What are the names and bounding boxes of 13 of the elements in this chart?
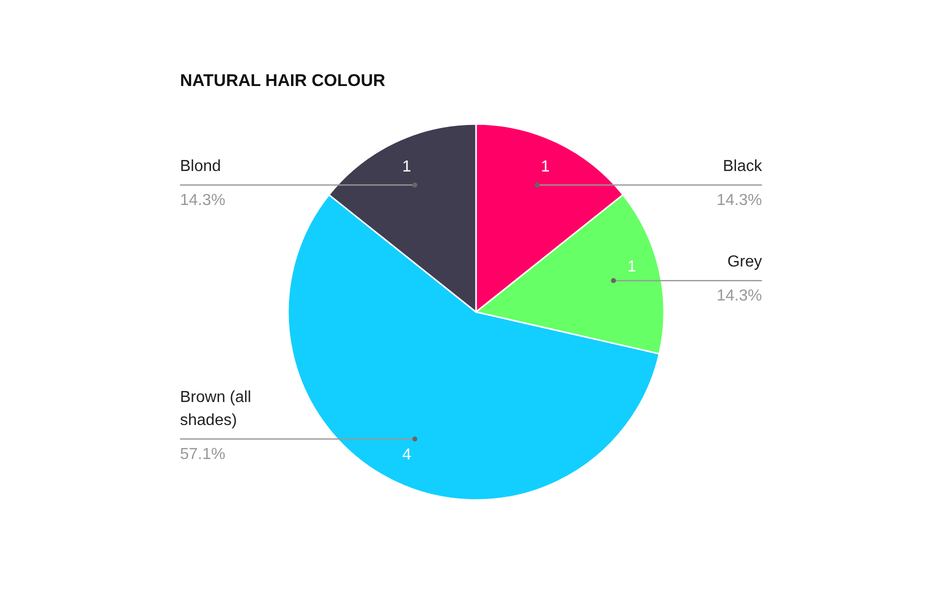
data-label: 1 — [627, 258, 636, 276]
slice-label: Blond — [180, 158, 221, 175]
data-label: 4 — [402, 446, 412, 464]
text: 57.1% — [180, 446, 226, 464]
text: 14.3% — [716, 288, 762, 305]
slice-label: Black — [722, 158, 763, 175]
text: 14.3% — [180, 192, 226, 209]
chart-title: NATURAL HAIR COLOUR — [180, 71, 386, 91]
slice-label: Grey — [727, 254, 762, 271]
data-label: 1 — [402, 158, 412, 176]
slice-label: Brown (all shades) — [180, 389, 252, 430]
data-label: 1 — [540, 158, 550, 176]
text: 14.3% — [716, 192, 762, 209]
